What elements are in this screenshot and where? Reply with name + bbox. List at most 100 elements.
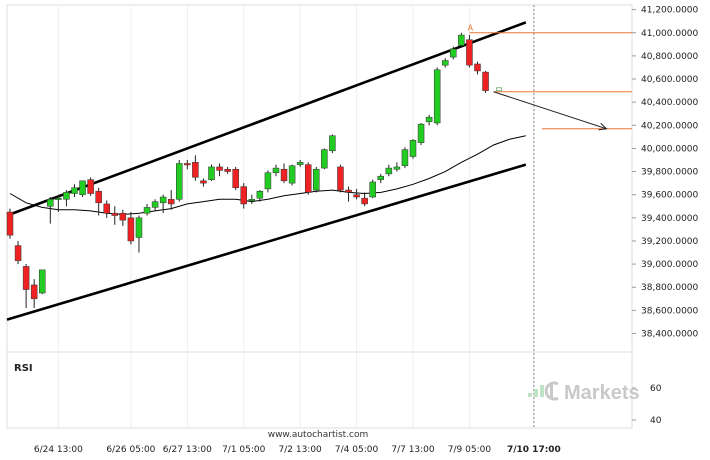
candle-body [280,168,288,182]
x-tick-label: 6/27 13:00 [163,445,212,455]
candle [240,183,247,209]
candle-body [208,166,215,180]
candle [111,206,119,225]
y-axis-labels: 41,200.0000 41,000.0000 40,800.0000 40,600.… [632,6,699,339]
y-tick-label: 39,400.0000 [641,214,699,224]
candle [119,209,127,226]
candle [450,46,457,60]
candle [329,134,336,154]
candle [6,208,14,239]
candle-body [272,167,280,173]
rsi-panel: RSI 60 40 [14,363,662,426]
candle [30,279,38,309]
candle [167,190,175,210]
candle [14,240,22,265]
logo-wordmark: Markets [564,382,640,404]
rsi-tick-label: 40 [650,416,662,426]
candle [87,177,94,196]
candle [256,190,264,202]
candle-body [264,172,272,190]
y-tick-label: 41,200.0000 [641,6,699,16]
candle [55,194,62,213]
candle [151,199,159,211]
candle [401,147,409,169]
candle [313,166,320,193]
candle-body [216,166,223,171]
x-tick-label: 7/9 05:00 [448,445,492,455]
ma-line [9,135,526,215]
x-tick-label: 7/1 05:00 [222,445,266,455]
candle-body [353,194,360,198]
candle [184,159,191,170]
candle [304,162,312,195]
rsi-label: RSI [14,363,33,374]
candle-body [313,168,320,191]
moving-average [9,135,526,215]
candle [224,166,231,174]
candle [321,148,328,170]
candle-body [71,187,78,194]
candle-body [79,180,86,195]
candle-body [433,69,441,124]
rsi-tick-label: 60 [650,384,662,394]
candle [47,197,54,224]
candle-body [47,199,54,207]
forecast [493,87,608,131]
candle-body [361,197,368,205]
plot-frame [6,4,633,429]
x-tick-label: 7/4 05:00 [335,445,379,455]
candle-body [30,284,38,300]
x-tick-label: 6/26 05:00 [106,445,155,455]
y-tick-label: 39,000.0000 [641,260,699,270]
candle-body [119,212,127,221]
forecast-arrow-head [598,122,608,131]
candle-body [425,116,433,123]
candle [393,162,401,172]
candle-body [458,34,465,46]
pattern-marker: A [468,24,474,33]
candle [296,159,304,167]
x-axis-labels: 6/24 13:00 6/26 05:00 6/27 13:00 7/1 05:00 7… [34,445,561,455]
ic-markets-logo: Markets [528,381,640,404]
candle [425,114,433,126]
candle [200,178,207,187]
candle-body [192,162,199,178]
candle-body [482,71,489,91]
candles [6,32,489,309]
candle-body [329,135,336,151]
forecast-arrow-line [493,91,607,130]
candle-body [409,140,417,157]
level-lines [469,32,632,130]
pattern-marker-label: A [468,24,474,33]
y-tick-label: 41,000.0000 [641,29,699,39]
candle [288,164,296,186]
x-tick-label: 6/24 13:00 [34,445,83,455]
candle-body [103,203,110,214]
candle-body [14,245,22,261]
candle-body [22,266,30,290]
candle-body [111,212,119,216]
candle-body [232,168,239,189]
grid-lines [6,4,633,429]
candle-body [296,162,304,165]
y-tick-label: 38,800.0000 [641,283,699,293]
candle-body [184,163,191,166]
logo-i-shape [550,383,553,399]
candle [433,67,441,126]
candle-body [38,269,46,294]
candle [377,173,385,184]
candle [353,188,360,200]
candle-body [450,48,457,58]
candle-body [95,190,102,204]
candle-body [143,207,151,214]
candle [95,187,102,216]
y-tick-label: 39,800.0000 [641,168,699,178]
candle [385,164,393,177]
candle [280,163,288,184]
candle-body [55,197,62,200]
candle [135,215,143,253]
candle-body [288,165,296,184]
candle [192,155,199,181]
candle-body [224,168,231,172]
